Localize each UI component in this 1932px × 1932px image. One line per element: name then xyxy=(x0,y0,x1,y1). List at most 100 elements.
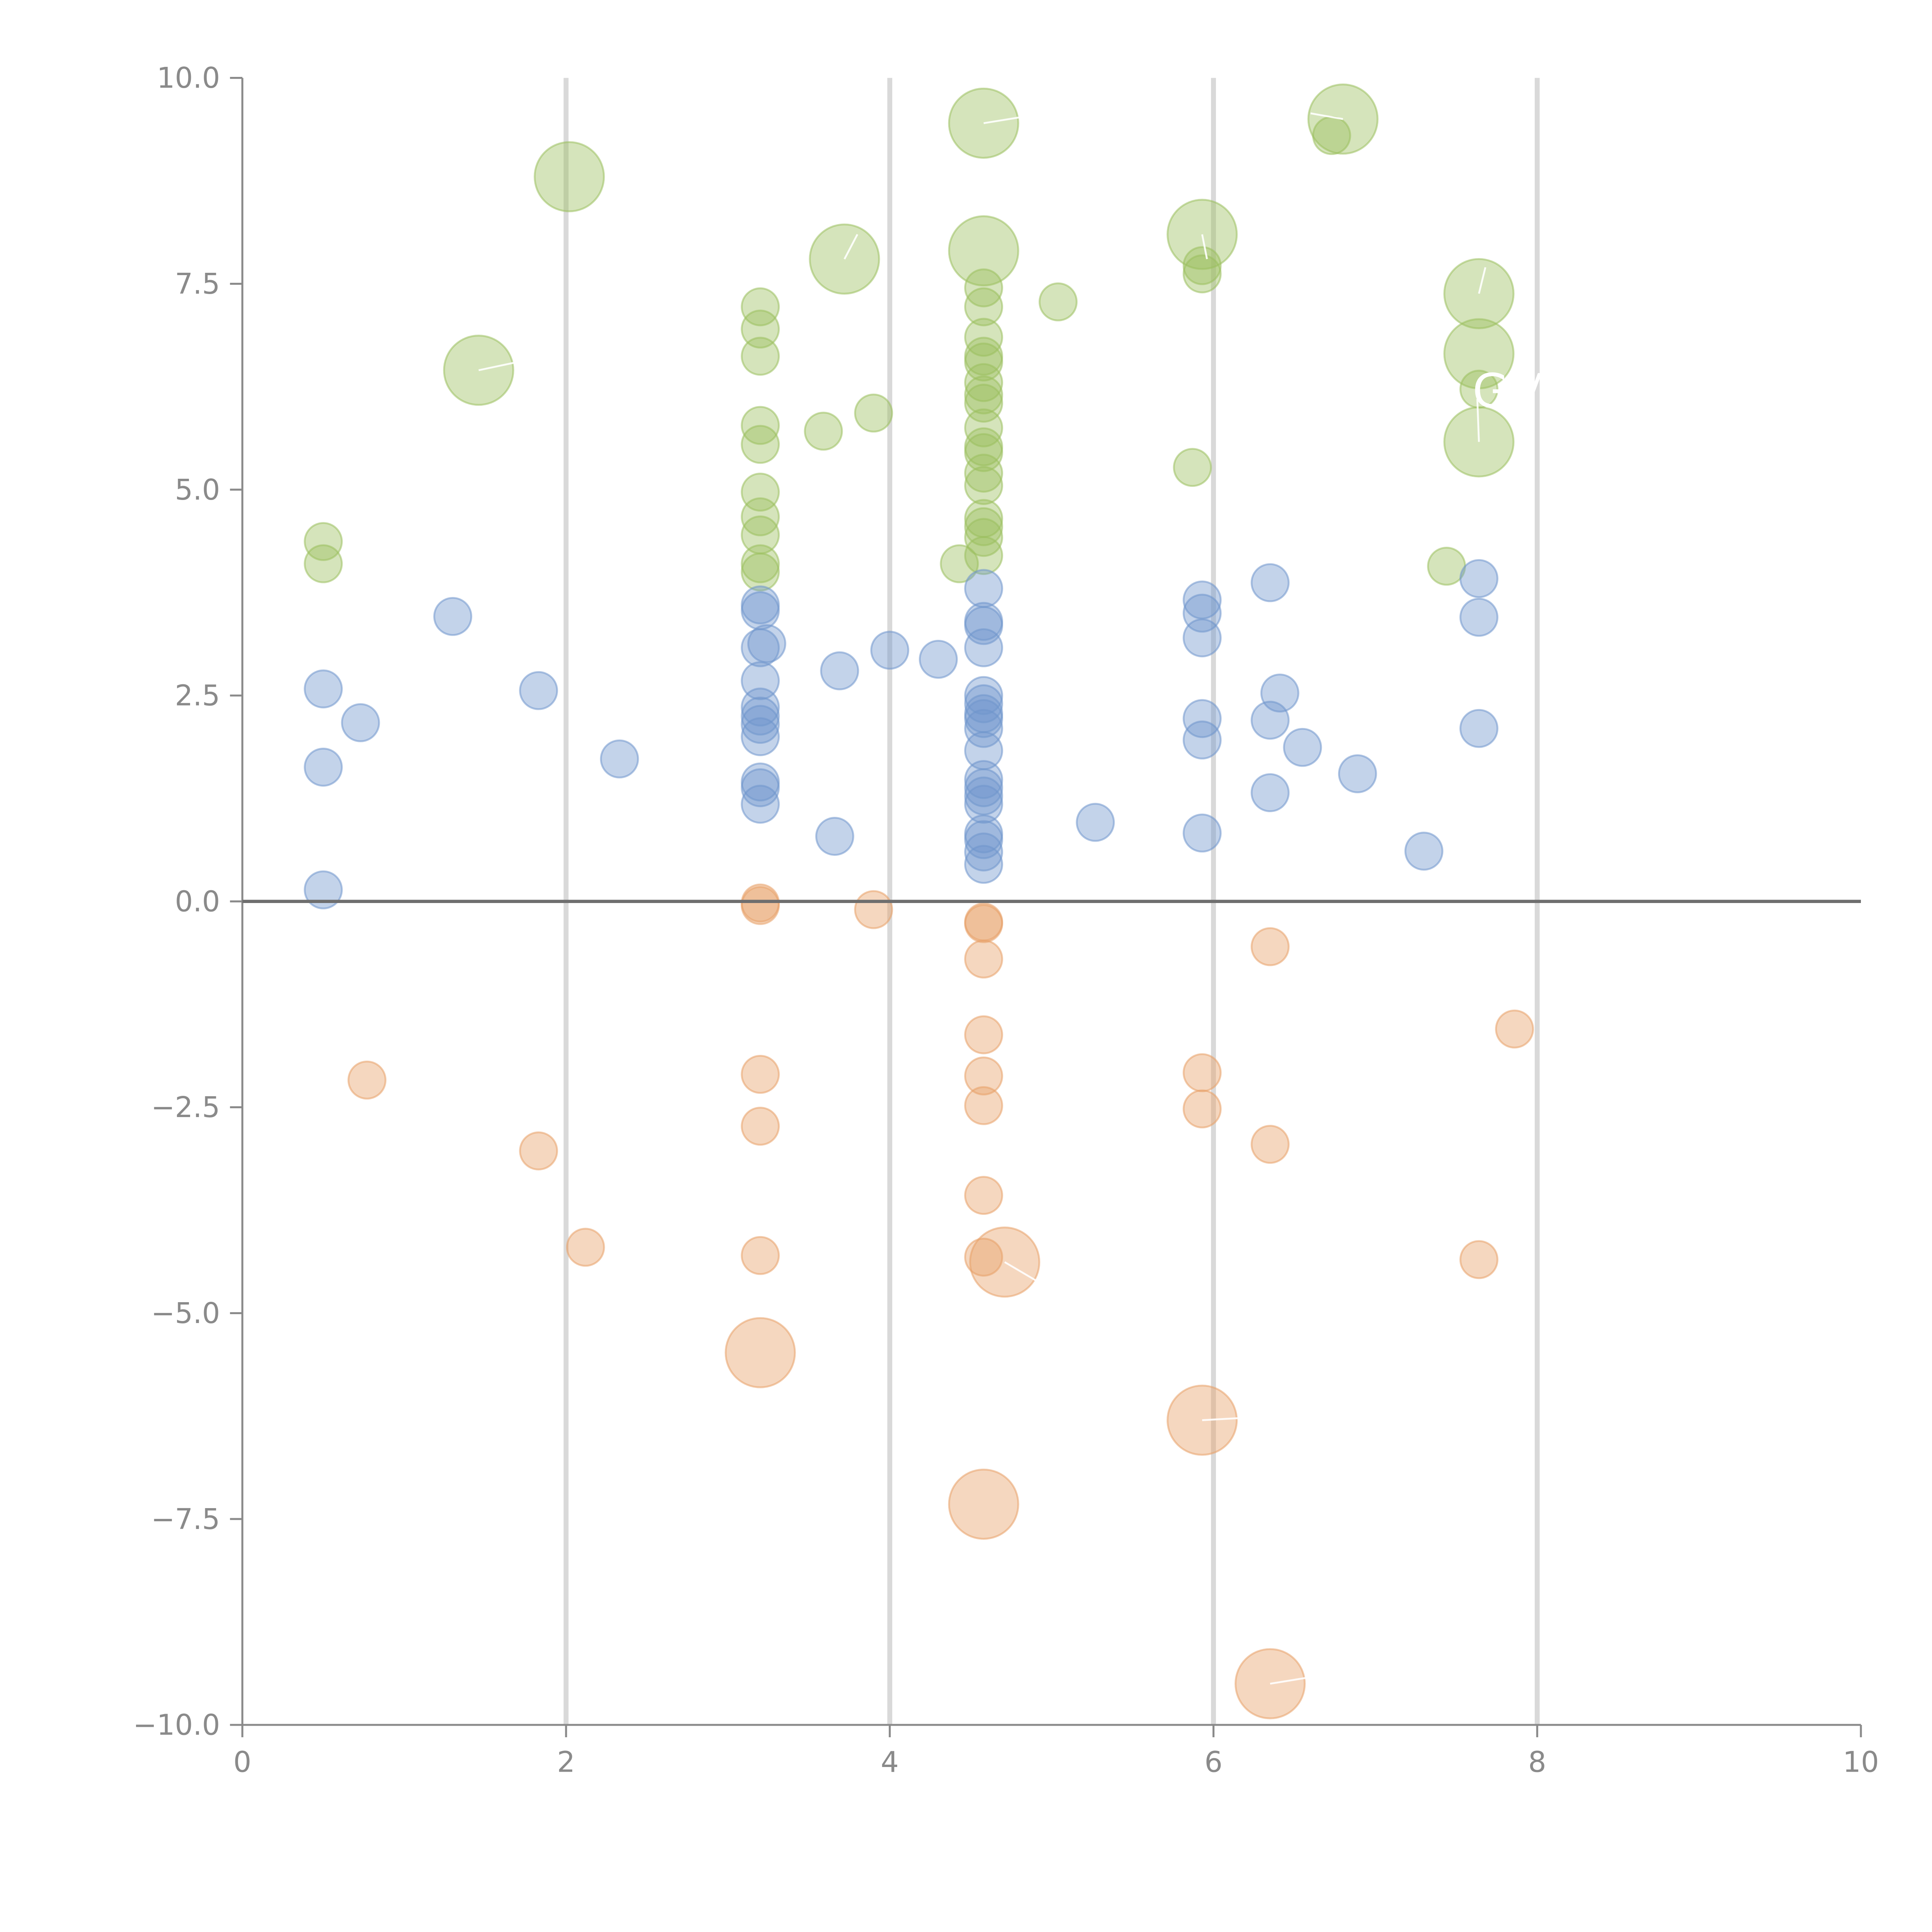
data-point-blue xyxy=(341,703,380,742)
data-point-blue xyxy=(304,669,343,709)
data-point-orange xyxy=(1167,1384,1238,1456)
data-point-green xyxy=(964,507,1003,546)
data-point-green xyxy=(964,375,1003,415)
data-point-orange xyxy=(1250,1125,1290,1164)
y-tick-label: 10.0 xyxy=(157,62,220,95)
y-tick-label: −5.0 xyxy=(151,1297,220,1330)
data-point-green xyxy=(804,412,843,451)
data-point-blue xyxy=(741,768,780,808)
data-point-blue xyxy=(747,624,786,663)
data-point-orange xyxy=(948,1468,1019,1540)
data-point-green xyxy=(964,342,1003,382)
y-tick-label: 7.5 xyxy=(175,268,220,301)
data-point-blue xyxy=(1260,673,1299,713)
data-point-blue xyxy=(1250,773,1290,812)
data-point-orange xyxy=(1495,1009,1534,1049)
data-point-blue xyxy=(820,651,859,690)
data-point-green xyxy=(1173,448,1212,487)
axes: −10.0 −7.5 −5.0 −2.5 0.0 2.5 5.0 7.5 10.0 0 2 4 6 8 10 xyxy=(133,62,1879,1779)
data-point-green xyxy=(1182,246,1222,285)
data-point-green xyxy=(741,337,780,376)
y-tick-label: 0.0 xyxy=(175,885,220,918)
x-tick-label: 10 xyxy=(1843,1746,1879,1779)
annotation-label: GM xyxy=(1473,364,1549,418)
data-point-green xyxy=(1443,318,1515,389)
data-point-orange xyxy=(566,1228,605,1267)
data-point-blue xyxy=(741,628,780,667)
data-point-orange xyxy=(964,1238,1003,1277)
data-point-green xyxy=(964,287,1003,327)
y-tick-label: 5.0 xyxy=(175,474,220,507)
data-points xyxy=(304,83,1534,1719)
data-point-blue xyxy=(870,631,910,670)
x-tick-label: 6 xyxy=(1204,1746,1223,1779)
annotation-leader xyxy=(983,116,1020,124)
data-point-green xyxy=(854,393,893,433)
data-point-blue xyxy=(964,628,1003,667)
data-point-blue xyxy=(1182,699,1222,738)
data-point-blue xyxy=(964,845,1003,884)
data-point-green xyxy=(1182,254,1222,294)
data-point-blue xyxy=(1182,813,1222,853)
data-point-green xyxy=(741,425,780,464)
data-point-orange xyxy=(347,1060,387,1100)
data-point-blue xyxy=(964,606,1003,645)
data-point-green xyxy=(1038,282,1078,321)
data-point-blue xyxy=(1250,563,1290,602)
data-point-orange xyxy=(724,1317,796,1388)
data-point-orange xyxy=(854,890,893,929)
data-point-blue xyxy=(600,739,639,779)
y-tick-label: −7.5 xyxy=(151,1503,220,1536)
data-point-blue xyxy=(741,696,780,736)
data-point-blue xyxy=(964,784,1003,824)
data-point-blue xyxy=(964,699,1003,738)
data-point-blue xyxy=(741,784,780,824)
data-point-blue xyxy=(1459,598,1498,637)
annotation-leader xyxy=(1004,1261,1036,1281)
y-tick-label: −2.5 xyxy=(151,1091,220,1124)
data-point-blue xyxy=(964,768,1003,808)
data-point-blue xyxy=(304,748,343,787)
annotation-label: A xyxy=(1027,207,1060,262)
data-point-green xyxy=(940,544,979,583)
data-point-orange xyxy=(519,1131,558,1170)
data-point-orange xyxy=(741,1054,780,1094)
data-point-orange xyxy=(964,904,1003,943)
data-point-green xyxy=(741,552,780,592)
data-point-green xyxy=(1167,199,1238,270)
data-point-green xyxy=(741,310,780,349)
data-point-orange xyxy=(1182,1053,1222,1092)
data-point-orange xyxy=(1250,927,1290,966)
annotation-leader xyxy=(1270,1676,1311,1685)
y-tick-label: 2.5 xyxy=(175,680,220,713)
data-point-blue xyxy=(1076,803,1115,842)
data-point-orange xyxy=(1182,1089,1222,1129)
annotation-leader xyxy=(1202,1417,1246,1421)
data-point-blue xyxy=(741,705,780,744)
data-point-blue xyxy=(1283,728,1322,767)
data-point-blue xyxy=(433,597,473,636)
data-point-orange xyxy=(964,1015,1003,1054)
data-point-blue xyxy=(304,870,343,910)
data-point-blue xyxy=(741,591,780,630)
data-point-green xyxy=(964,536,1003,575)
data-point-blue xyxy=(741,717,780,756)
data-point-orange xyxy=(741,1107,780,1146)
data-point-orange xyxy=(964,1086,1003,1125)
data-point-blue xyxy=(741,687,780,727)
data-point-blue xyxy=(519,671,558,710)
data-point-orange xyxy=(964,939,1003,979)
data-point-orange xyxy=(741,1236,780,1275)
data-point-blue xyxy=(1182,720,1222,760)
x-tick-label: 4 xyxy=(881,1746,899,1779)
data-point-green xyxy=(964,433,1003,472)
data-point-green xyxy=(534,141,605,213)
annotations: A GM xyxy=(478,112,1549,1685)
data-point-green xyxy=(741,544,780,583)
data-point-blue xyxy=(1459,559,1498,598)
data-point-orange xyxy=(1459,1240,1498,1279)
annotation-leader xyxy=(1201,234,1208,259)
data-point-blue xyxy=(815,817,854,856)
data-point-green xyxy=(948,215,1019,287)
